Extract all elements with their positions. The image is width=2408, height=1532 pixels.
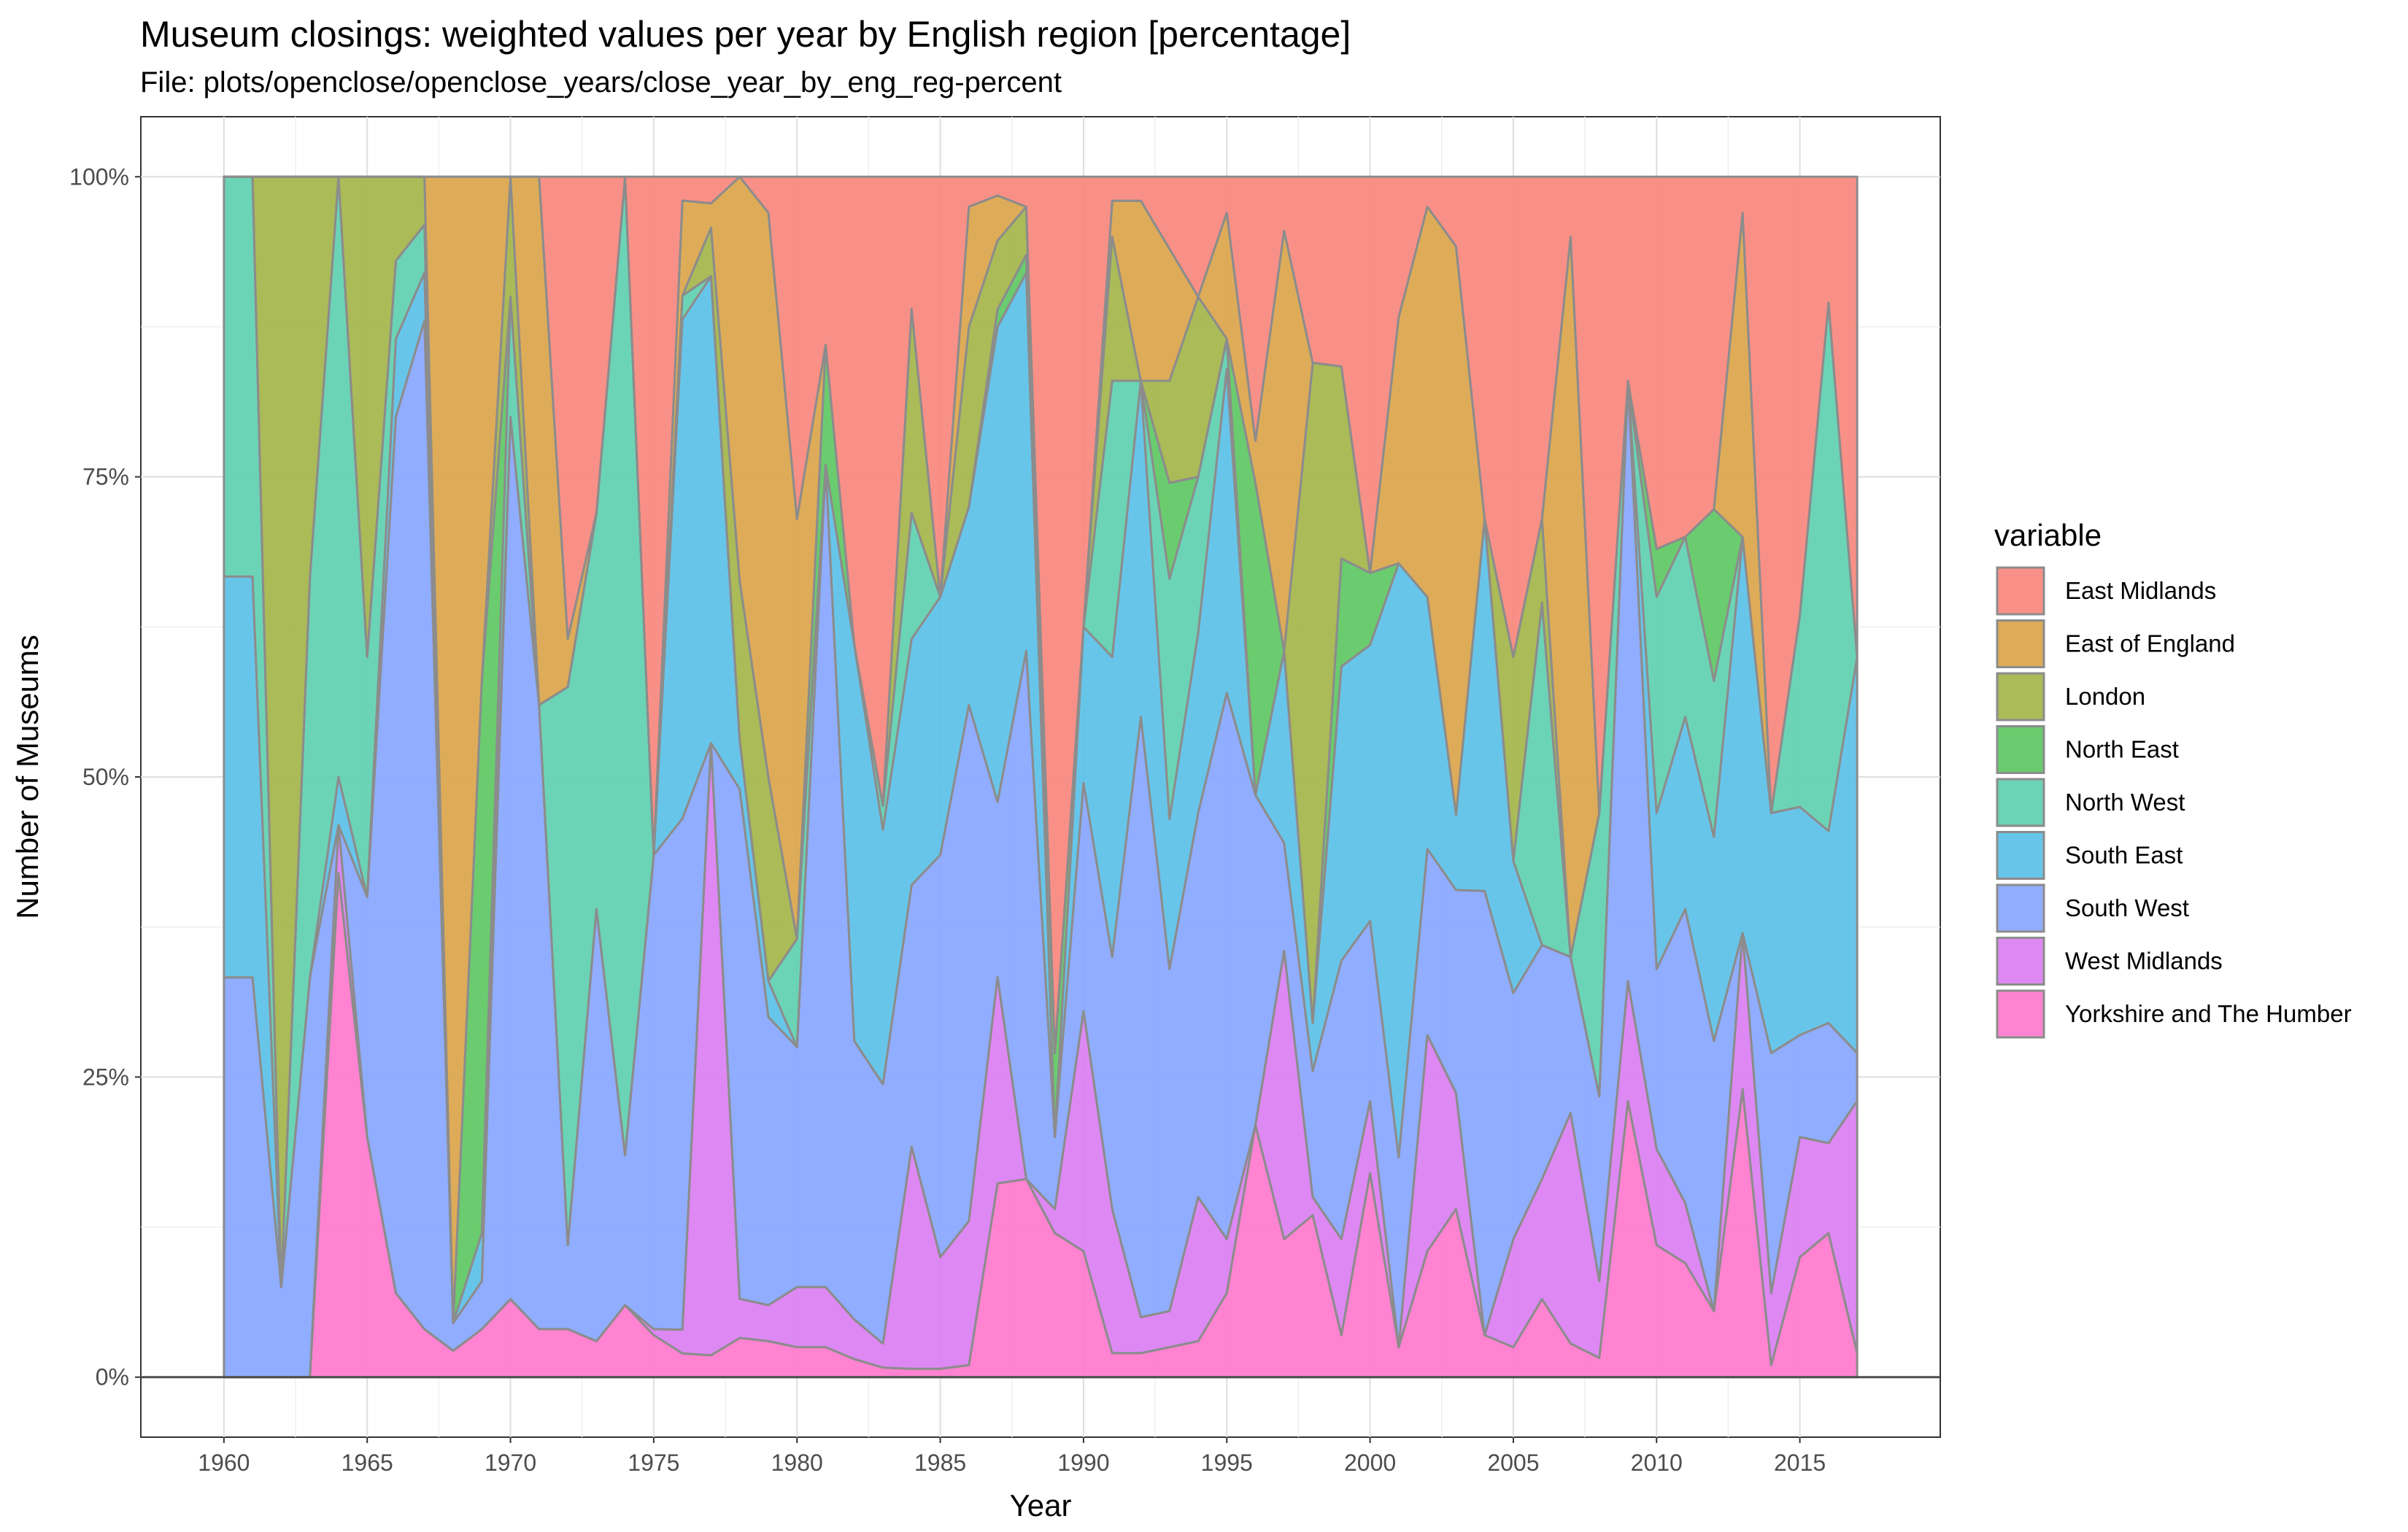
x-tick-label: 1995 — [1201, 1450, 1253, 1476]
legend-key — [1996, 831, 2045, 880]
legend-label: East of England — [2065, 630, 2235, 657]
x-tick-label: 2010 — [1631, 1450, 1683, 1476]
legend-label: Yorkshire and The Humber — [2065, 1000, 2352, 1027]
legend-label: East Midlands — [2065, 577, 2216, 604]
legend: East Midlands East of England London North … — [1996, 566, 2352, 1039]
y-axis-ticks: 0% 25% 50% 75% 100% — [69, 163, 141, 1390]
x-axis-ticks: 1960 1965 1970 1975 1980 1985 1990 1995 2000 2005… — [198, 1437, 1826, 1476]
x-tick-label: 1985 — [914, 1450, 966, 1476]
legend-title: variable — [1994, 518, 2102, 552]
legend-key — [1996, 778, 2045, 827]
y-axis-label: Number of Museums — [10, 635, 45, 919]
x-tick-label: 1990 — [1057, 1450, 1109, 1476]
legend-key — [1996, 883, 2045, 933]
chart-title: Museum closings: weighted values per yea… — [140, 14, 1351, 55]
legend-label: South East — [2065, 842, 2183, 869]
x-tick-label: 1970 — [485, 1450, 536, 1476]
stacked-areas — [223, 175, 1859, 1379]
y-tick-label: 25% — [82, 1064, 129, 1090]
legend-label: North West — [2065, 789, 2185, 816]
legend-key — [1996, 566, 2045, 616]
legend-key — [1996, 937, 2045, 986]
x-axis-label: Year — [1010, 1488, 1072, 1523]
y-tick-label: 0% — [96, 1364, 129, 1390]
y-tick-label: 75% — [82, 464, 129, 490]
chart-subtitle: File: plots/openclose/openclose_years/cl… — [140, 66, 1062, 98]
legend-label: London — [2065, 683, 2145, 710]
legend-key — [1996, 989, 2045, 1039]
legend-key — [1996, 619, 2045, 668]
legend-key — [1996, 672, 2045, 721]
x-tick-label: 2000 — [1344, 1450, 1396, 1476]
y-tick-label: 50% — [82, 764, 129, 790]
legend-label: South West — [2065, 894, 2189, 921]
x-tick-label: 1960 — [198, 1450, 250, 1476]
x-tick-label: 2015 — [1774, 1450, 1826, 1476]
legend-label: West Midlands — [2065, 948, 2223, 975]
legend-key — [1996, 725, 2045, 774]
x-tick-label: 2005 — [1487, 1450, 1539, 1476]
x-tick-label: 1975 — [628, 1450, 679, 1476]
area-east-midlands — [223, 175, 1859, 1054]
legend-label: North East — [2065, 736, 2179, 763]
x-tick-label: 1980 — [771, 1450, 823, 1476]
y-tick-label: 100% — [69, 163, 129, 190]
x-tick-label: 1965 — [341, 1450, 393, 1476]
